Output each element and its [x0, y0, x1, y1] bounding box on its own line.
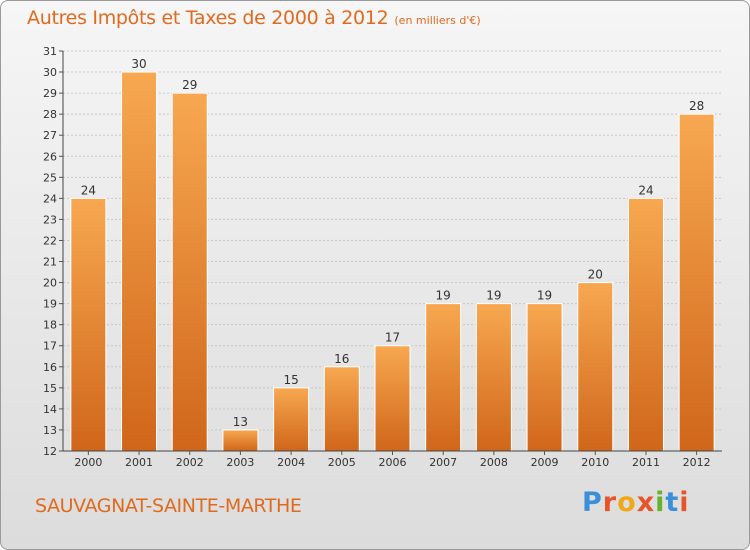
- data-label-2008: 19: [486, 289, 501, 303]
- commune-name: SAUVAGNAT-SAINTE-MARTHE: [35, 495, 302, 517]
- bar-2012: [678, 113, 715, 452]
- y-tick-label: 26: [43, 150, 57, 163]
- bar-2002: [171, 92, 208, 452]
- y-tick-label: 13: [43, 424, 57, 437]
- bar-2009: [526, 303, 563, 452]
- data-labels: 24 30 29 13 15 16 17 19 19 19 20 24 28: [81, 57, 705, 429]
- x-tick-label-2012: 2012: [683, 456, 711, 469]
- bar-2011: [627, 197, 664, 452]
- x-tick-label-2011: 2011: [632, 456, 660, 469]
- y-tick-label: 17: [43, 340, 57, 353]
- data-label-2010: 20: [588, 268, 603, 282]
- bars: [70, 71, 715, 452]
- bar-2001: [121, 71, 158, 452]
- y-tick-label: 30: [43, 66, 57, 79]
- x-tick-label-2000: 2000: [74, 456, 102, 469]
- y-tick-label: 24: [43, 192, 57, 205]
- y-tick-label: 29: [43, 87, 57, 100]
- data-label-2003: 13: [233, 415, 248, 429]
- data-label-2012: 28: [689, 99, 704, 113]
- chart-subtitle: (en milliers d'€): [394, 14, 481, 27]
- y-tick-label: 21: [43, 256, 57, 269]
- x-tick-label-2002: 2002: [176, 456, 204, 469]
- y-tick-label: 28: [43, 108, 57, 121]
- x-tick-label-2005: 2005: [328, 456, 356, 469]
- y-tick-label: 31: [43, 45, 57, 58]
- data-label-2007: 19: [436, 289, 451, 303]
- chart-title: Autres Impôts et Taxes de 2000 à 2012 (en…: [27, 7, 481, 29]
- y-tick-label: 22: [43, 234, 57, 247]
- bar-2004: [273, 387, 310, 452]
- data-label-2000: 24: [81, 183, 96, 197]
- y-tick-label: 23: [43, 213, 57, 226]
- y-tick-label: 25: [43, 171, 57, 184]
- bar-2003: [222, 429, 259, 452]
- x-tick-label-2004: 2004: [277, 456, 305, 469]
- bar-2000: [70, 197, 107, 452]
- data-label-2009: 19: [537, 289, 552, 303]
- y-tick-label: 15: [43, 382, 57, 395]
- data-label-2002: 29: [182, 78, 197, 92]
- data-label-2001: 30: [131, 57, 146, 71]
- axes: 12 13 14 15 16 17 18 19 20 21 22 23 24 25 26 27 28 29 30 31…: [43, 45, 722, 469]
- x-tick-label-2010: 2010: [581, 456, 609, 469]
- bar-2005: [323, 366, 360, 452]
- x-tick-label-2007: 2007: [429, 456, 457, 469]
- y-tick-label: 27: [43, 129, 57, 142]
- proxiti-logo: Proxiti: [582, 487, 690, 518]
- y-tick-label: 20: [43, 277, 57, 290]
- y-tick-label: 16: [43, 361, 57, 374]
- bar-2008: [475, 303, 512, 452]
- y-tick-label: 18: [43, 319, 57, 332]
- chart-title-text: Autres Impôts et Taxes de 2000 à 2012: [27, 7, 389, 29]
- y-tick-label: 19: [43, 298, 57, 311]
- y-tick-label: 12: [43, 445, 57, 458]
- data-label-2005: 16: [334, 352, 349, 366]
- x-tick-label-2009: 2009: [531, 456, 559, 469]
- data-label-2006: 17: [385, 331, 400, 345]
- bar-2006: [374, 345, 411, 452]
- bar-2010: [577, 282, 614, 452]
- data-label-2004: 15: [283, 373, 298, 387]
- x-tick-label-2006: 2006: [379, 456, 407, 469]
- x-tick-label-2008: 2008: [480, 456, 508, 469]
- bar-2007: [425, 303, 462, 452]
- data-label-2011: 24: [638, 183, 653, 197]
- x-tick-label-2003: 2003: [226, 456, 254, 469]
- x-tick-label-2001: 2001: [125, 456, 153, 469]
- y-tick-label: 14: [43, 403, 57, 416]
